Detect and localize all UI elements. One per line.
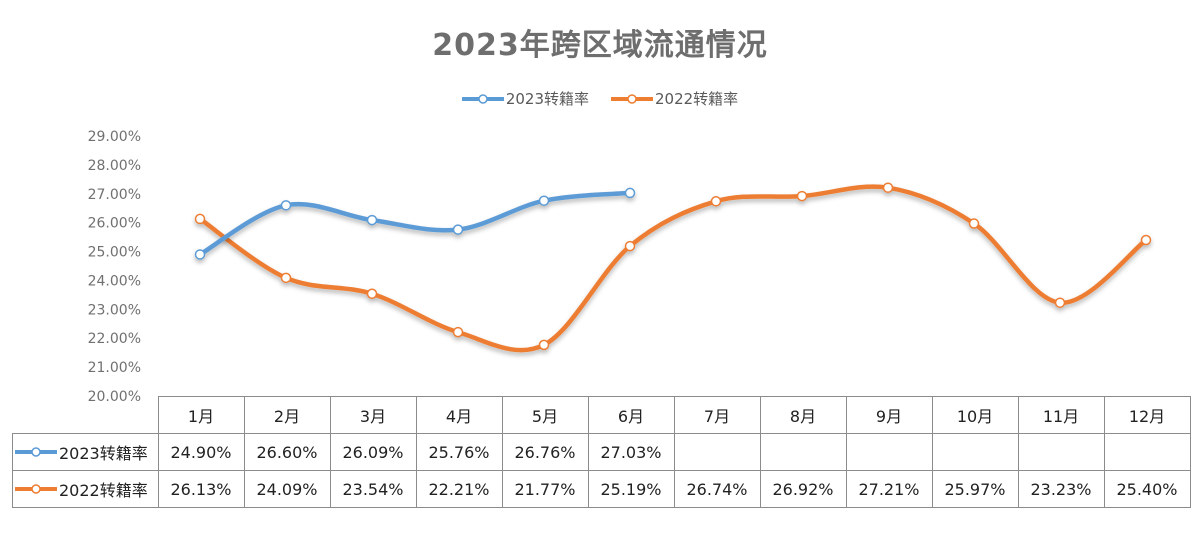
- data-cell: 25.19%: [587, 470, 675, 508]
- data-cell: 24.90%: [157, 433, 245, 471]
- category-label: 1月: [157, 396, 245, 434]
- table-row-2023: 2023转籍率 24.90% 26.60% 26.09% 25.76% 26.7…: [12, 433, 1191, 471]
- legend: 2023转籍率 2022转籍率: [0, 88, 1200, 109]
- data-point: [796, 190, 808, 202]
- data-point: [538, 339, 550, 351]
- data-cell: [931, 433, 1019, 471]
- y-tick-label: 26.00%: [88, 216, 141, 232]
- data-cell: 27.03%: [587, 433, 675, 471]
- y-tick-label: 28.00%: [88, 158, 141, 174]
- data-cell: 25.76%: [415, 433, 503, 471]
- data-point: [624, 187, 636, 199]
- series-2023-marker-icon: [15, 447, 57, 457]
- category-label: 2月: [243, 396, 331, 434]
- data-point: [194, 249, 206, 260]
- data-cell: 27.21%: [845, 470, 933, 508]
- data-point: [280, 272, 292, 284]
- category-label: 3月: [329, 396, 417, 434]
- category-label: 5月: [501, 396, 589, 434]
- data-point: [882, 182, 894, 193]
- data-point: [1054, 297, 1066, 308]
- y-tick-label: 24.00%: [88, 273, 141, 289]
- data-point: [452, 224, 464, 235]
- data-cell: 22.21%: [415, 470, 503, 508]
- y-tick-label: 27.00%: [88, 187, 141, 203]
- row-header-label: 2023转籍率: [59, 444, 148, 463]
- legend-item-2023: 2023转籍率: [461, 88, 589, 109]
- data-cell: [673, 433, 761, 471]
- data-cell: 26.76%: [501, 433, 589, 471]
- category-label: 11月: [1017, 396, 1105, 434]
- series-line: [197, 184, 1149, 353]
- series-2023: [194, 187, 636, 260]
- data-point: [624, 240, 636, 252]
- data-cell: [1103, 433, 1191, 471]
- data-point: [710, 196, 722, 207]
- series-2022: [194, 182, 1152, 353]
- legend-label-2022: 2022转籍率: [655, 90, 739, 108]
- category-label: 8月: [759, 396, 847, 434]
- category-label: 10月: [931, 396, 1019, 434]
- data-point: [968, 218, 980, 229]
- data-cell: [845, 433, 933, 471]
- category-label: 6月: [587, 396, 675, 434]
- data-point: [538, 195, 550, 206]
- data-point: [452, 326, 464, 338]
- data-point: [1140, 234, 1152, 246]
- data-point: [194, 213, 206, 225]
- row-header-label: 2022转籍率: [59, 481, 148, 500]
- data-table: 1月 2月 3月 4月 5月 6月 7月 8月 9月 10月 11月 12月 2…: [12, 396, 1191, 508]
- category-label: 12月: [1103, 396, 1191, 434]
- row-header-2022: 2022转籍率: [12, 470, 159, 508]
- data-cell: [759, 433, 847, 471]
- data-point: [366, 214, 378, 226]
- data-cell: 21.77%: [501, 470, 589, 508]
- data-cell: 26.92%: [759, 470, 847, 508]
- chart-title: 2023年跨区域流通情况: [432, 28, 768, 63]
- category-label: 4月: [415, 396, 503, 434]
- y-tick-label: 25.00%: [88, 245, 141, 261]
- series-layer: [194, 182, 1152, 353]
- legend-swatch-2022-icon: [611, 93, 653, 104]
- row-header-2023: 2023转籍率: [12, 433, 159, 471]
- y-tick-label: 23.00%: [88, 302, 141, 318]
- series-line: [197, 190, 633, 257]
- category-label: 9月: [845, 396, 933, 434]
- y-tick-label: 22.00%: [88, 331, 141, 347]
- table-header-row: 1月 2月 3月 4月 5月 6月 7月 8月 9月 10月 11月 12月: [12, 396, 1191, 434]
- legend-swatch-2023-icon: [461, 93, 504, 104]
- series-2022-marker-icon: [15, 484, 57, 494]
- table-corner: [12, 396, 159, 434]
- data-cell: 24.09%: [243, 470, 331, 508]
- data-cell: 26.09%: [329, 433, 417, 471]
- legend-item-2022: 2022转籍率: [611, 88, 738, 109]
- data-cell: 26.60%: [243, 433, 331, 471]
- data-point: [280, 200, 292, 211]
- category-label: 7月: [673, 396, 761, 434]
- data-cell: [1017, 433, 1105, 471]
- y-tick-label: 21.00%: [88, 360, 141, 376]
- data-cell: 26.74%: [673, 470, 761, 508]
- data-cell: 25.97%: [931, 470, 1019, 508]
- data-cell: 26.13%: [157, 470, 245, 508]
- y-axis: 20.00%21.00%22.00%23.00%24.00%25.00%26.0…: [88, 129, 141, 405]
- legend-label-2023: 2023转籍率: [505, 90, 589, 108]
- data-cell: 23.23%: [1017, 470, 1105, 508]
- y-tick-label: 29.00%: [88, 129, 141, 145]
- table-row-2022: 2022转籍率 26.13% 24.09% 23.54% 22.21% 21.7…: [12, 470, 1191, 508]
- data-cell: 23.54%: [329, 470, 417, 508]
- data-cell: 25.40%: [1103, 470, 1191, 508]
- data-point: [366, 288, 378, 299]
